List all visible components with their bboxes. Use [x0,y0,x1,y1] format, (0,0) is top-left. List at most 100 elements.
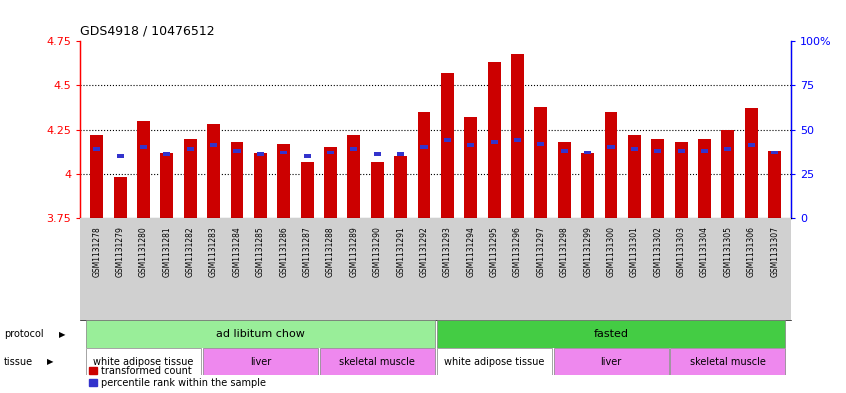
Text: protocol: protocol [4,329,44,339]
Bar [748,143,755,147]
Text: GSM1131303: GSM1131303 [677,226,685,277]
Text: GSM1131291: GSM1131291 [396,226,405,277]
Text: GSM1131286: GSM1131286 [279,226,288,277]
Text: GSM1131290: GSM1131290 [373,226,382,277]
Bar [320,348,435,375]
Text: ▶: ▶ [47,357,53,366]
Bar [280,151,288,154]
Bar [374,152,381,156]
Bar [394,156,407,218]
Bar [444,138,451,142]
Bar [348,135,360,218]
Bar [698,138,711,218]
Bar [203,348,318,375]
Text: GSM1131285: GSM1131285 [255,226,265,277]
Text: GSM1131298: GSM1131298 [560,226,569,277]
Text: GSM1131288: GSM1131288 [326,226,335,277]
Text: liver: liver [601,356,622,367]
Text: GSM1131295: GSM1131295 [490,226,498,277]
Bar [231,142,244,218]
Bar [678,149,684,153]
Text: ▶: ▶ [59,330,66,338]
Bar [254,152,266,218]
Bar [420,145,427,149]
Text: GSM1131294: GSM1131294 [466,226,475,277]
Bar [257,152,264,156]
Bar [675,142,688,218]
Bar [117,154,124,158]
Text: GSM1131283: GSM1131283 [209,226,218,277]
Text: GSM1131289: GSM1131289 [349,226,359,277]
Bar [277,144,290,218]
Bar [607,145,614,149]
Bar [418,112,431,218]
Bar [511,54,524,218]
Text: GSM1131302: GSM1131302 [653,226,662,277]
Text: GSM1131280: GSM1131280 [139,226,148,277]
Bar [187,147,194,151]
Text: liver: liver [250,356,271,367]
Bar [163,152,170,156]
Bar [371,162,384,218]
Bar [628,135,640,218]
Text: tissue: tissue [4,356,33,367]
Bar [651,138,664,218]
Text: GSM1131297: GSM1131297 [536,226,546,277]
Text: GSM1131278: GSM1131278 [92,226,102,277]
Bar [581,152,594,218]
Bar [491,140,497,144]
Text: GSM1131282: GSM1131282 [186,226,195,277]
Bar [561,149,568,153]
Bar [210,143,217,147]
Bar [771,151,778,154]
Bar [91,135,103,218]
Bar [670,348,785,375]
Bar [584,151,591,154]
Text: white adipose tissue: white adipose tissue [444,356,544,367]
Bar [86,348,201,375]
Bar [553,348,668,375]
Bar [464,117,477,218]
Bar [113,178,127,218]
Bar [467,143,475,147]
Bar [558,142,571,218]
Text: GSM1131293: GSM1131293 [442,226,452,277]
Text: GSM1131304: GSM1131304 [700,226,709,277]
Bar [140,145,147,149]
Bar [535,107,547,218]
Text: ad libitum chow: ad libitum chow [216,329,305,339]
Bar [350,147,357,151]
Bar [605,112,618,218]
Bar [327,151,334,154]
Text: GSM1131284: GSM1131284 [233,226,241,277]
Bar [304,154,310,158]
Text: GSM1131307: GSM1131307 [770,226,779,277]
Text: GSM1131306: GSM1131306 [747,226,755,277]
Bar [233,149,240,153]
Text: GSM1131305: GSM1131305 [723,226,733,277]
Bar [441,73,453,218]
Text: GSM1131281: GSM1131281 [162,226,172,277]
Bar [86,320,435,348]
Bar [631,147,638,151]
Text: GSM1131279: GSM1131279 [116,226,124,277]
Bar [184,138,196,218]
Bar [654,149,662,153]
Bar [324,147,337,218]
Bar [487,62,501,218]
Text: GSM1131296: GSM1131296 [513,226,522,277]
Text: GSM1131287: GSM1131287 [303,226,311,277]
Bar [514,138,521,142]
Bar [207,124,220,218]
Bar [397,152,404,156]
Text: skeletal muscle: skeletal muscle [339,356,415,367]
Text: GSM1131292: GSM1131292 [420,226,429,277]
Text: GSM1131301: GSM1131301 [630,226,639,277]
Legend: transformed count, percentile rank within the sample: transformed count, percentile rank withi… [85,362,270,392]
Bar [300,162,314,218]
Bar [437,320,785,348]
Bar [724,147,732,151]
Text: fasted: fasted [594,329,629,339]
Text: GDS4918 / 10476512: GDS4918 / 10476512 [80,24,215,37]
Bar [161,152,173,218]
